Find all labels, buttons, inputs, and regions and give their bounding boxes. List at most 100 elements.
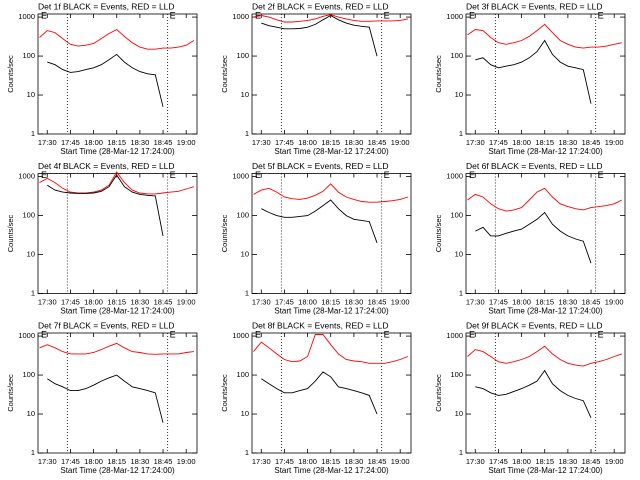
panel: 1 10 100 1000 17:30 17:45 18:00 18:15 18:30 18:45…	[6, 1, 198, 156]
series-line	[39, 342, 194, 355]
x-tick-label: 18:00	[84, 297, 103, 306]
x-tick-label: 18:30	[558, 457, 577, 466]
y-tick-label: 100	[236, 370, 249, 379]
x-tick-label: 18:45	[154, 297, 173, 306]
panel: 1 10 100 1000 17:30 17:45 18:00 18:15 18:30 18:45…	[220, 1, 412, 156]
x-tick-label: 18:00	[298, 457, 317, 466]
y-tick-label: 1	[459, 448, 463, 457]
plot-frame	[37, 13, 198, 135]
flag-label: E	[598, 329, 604, 339]
x-tick-label: 19:00	[177, 457, 196, 466]
x-tick-label: 19:00	[391, 457, 410, 466]
series-line	[475, 369, 592, 418]
x-tick-label: 18:45	[582, 297, 601, 306]
x-tick-label: 18:45	[368, 297, 387, 306]
y-tick-label: 10	[241, 409, 249, 418]
x-tick-label: 18:15	[107, 457, 126, 466]
x-tick-label: 18:15	[321, 297, 340, 306]
chart-title: Det 1f BLACK = Events, RED = LLD	[38, 1, 175, 11]
chart-title: Det 8f BLACK = Events, RED = LLD	[252, 320, 389, 330]
plot-frame	[465, 13, 626, 135]
x-tick-label: 18:30	[344, 138, 363, 147]
y-tick-label: 1	[459, 288, 463, 297]
panel: 1 10 100 1000 17:30 17:45 18:00 18:15 18:30 18:45…	[220, 320, 412, 475]
flag-label: E	[469, 10, 475, 20]
flag-label: E	[255, 329, 261, 339]
chart-title: Det 6f BLACK = Events, RED = LLD	[466, 161, 603, 171]
series-line	[467, 345, 623, 367]
y-tick-label: 10	[27, 250, 35, 259]
x-tick-label: 17:30	[38, 457, 57, 466]
y-tick-label: 1000	[232, 172, 249, 181]
y-tick-label: 1	[245, 129, 249, 138]
x-tick-label: 18:30	[344, 457, 363, 466]
series-line	[47, 53, 164, 107]
plot-frame	[37, 332, 198, 454]
x-tick-label: 19:00	[177, 138, 196, 147]
x-tick-label: 17:30	[252, 457, 271, 466]
plot-frame	[251, 332, 412, 454]
x-tick-label: 18:00	[512, 297, 531, 306]
y-tick-label: 1	[31, 288, 35, 297]
plot-frame	[465, 173, 626, 294]
y-tick-label: 1000	[232, 12, 249, 21]
x-tick-label: 18:15	[535, 457, 554, 466]
x-tick-label: 18:00	[512, 138, 531, 147]
x-tick-label: 18:15	[535, 297, 554, 306]
flag-label: E	[170, 10, 176, 20]
chart-title: Det 3f BLACK = Events, RED = LLD	[466, 1, 603, 11]
chart-title: Det 5f BLACK = Events, RED = LLD	[252, 161, 389, 171]
panel: 1 10 100 1000 17:30 17:45 18:00 18:15 18:30 18:45…	[6, 320, 198, 475]
x-axis-label: Start Time (28-Mar-12 17:24:00)	[488, 307, 603, 316]
y-axis-label: Counts/sec	[434, 55, 443, 93]
panel: 1 10 100 1000 17:30 17:45 18:00 18:15 18:30 18:45…	[6, 161, 198, 316]
x-tick-label: 19:00	[605, 297, 624, 306]
flag-label: E	[41, 329, 47, 339]
x-tick-label: 17:30	[252, 297, 271, 306]
x-tick-label: 17:30	[466, 457, 485, 466]
y-tick-label: 1	[245, 288, 249, 297]
x-tick-label: 18:30	[558, 297, 577, 306]
y-tick-label: 100	[236, 211, 249, 220]
y-tick-label: 1000	[18, 12, 35, 21]
y-tick-label: 10	[27, 90, 35, 99]
x-tick-label: 18:15	[321, 138, 340, 147]
y-axis-label: Counts/sec	[220, 374, 229, 412]
y-tick-label: 1000	[446, 172, 463, 181]
x-tick-label: 18:15	[107, 138, 126, 147]
x-tick-label: 18:45	[368, 138, 387, 147]
x-tick-label: 18:45	[154, 457, 173, 466]
chart-title: Det 9f BLACK = Events, RED = LLD	[466, 320, 603, 330]
flag-label: E	[170, 329, 176, 339]
y-tick-label: 1	[31, 448, 35, 457]
y-tick-label: 1000	[18, 172, 35, 181]
y-tick-label: 1	[459, 129, 463, 138]
flag-label: E	[598, 10, 604, 20]
x-tick-label: 17:30	[466, 297, 485, 306]
x-tick-label: 17:45	[275, 297, 294, 306]
x-tick-label: 19:00	[605, 138, 624, 147]
plot-frame	[465, 332, 626, 454]
series-line	[253, 334, 409, 364]
x-tick-label: 18:30	[130, 297, 149, 306]
y-tick-label: 1	[245, 448, 249, 457]
flag-label: E	[469, 329, 475, 339]
y-axis-label: Counts/sec	[220, 55, 229, 93]
x-tick-label: 19:00	[391, 297, 410, 306]
y-tick-label: 10	[241, 90, 249, 99]
chart-title: Det 2f BLACK = Events, RED = LLD	[252, 1, 389, 11]
y-tick-label: 10	[27, 409, 35, 418]
panel: 1 10 100 1000 17:30 17:45 18:00 18:15 18:30 18:45…	[434, 1, 626, 156]
x-tick-label: 17:45	[61, 457, 80, 466]
x-tick-label: 18:15	[321, 457, 340, 466]
flag-label: E	[469, 170, 475, 180]
series-line	[47, 374, 164, 423]
x-tick-label: 17:30	[38, 297, 57, 306]
x-axis-label: Start Time (28-Mar-12 17:24:00)	[60, 147, 175, 156]
x-tick-label: 18:30	[558, 138, 577, 147]
series-line	[261, 14, 378, 57]
panel: 1 10 100 1000 17:30 17:45 18:00 18:15 18:30 18:45…	[434, 320, 626, 475]
x-tick-label: 17:45	[275, 138, 294, 147]
y-axis-label: Counts/sec	[434, 214, 443, 252]
x-tick-label: 18:45	[582, 457, 601, 466]
